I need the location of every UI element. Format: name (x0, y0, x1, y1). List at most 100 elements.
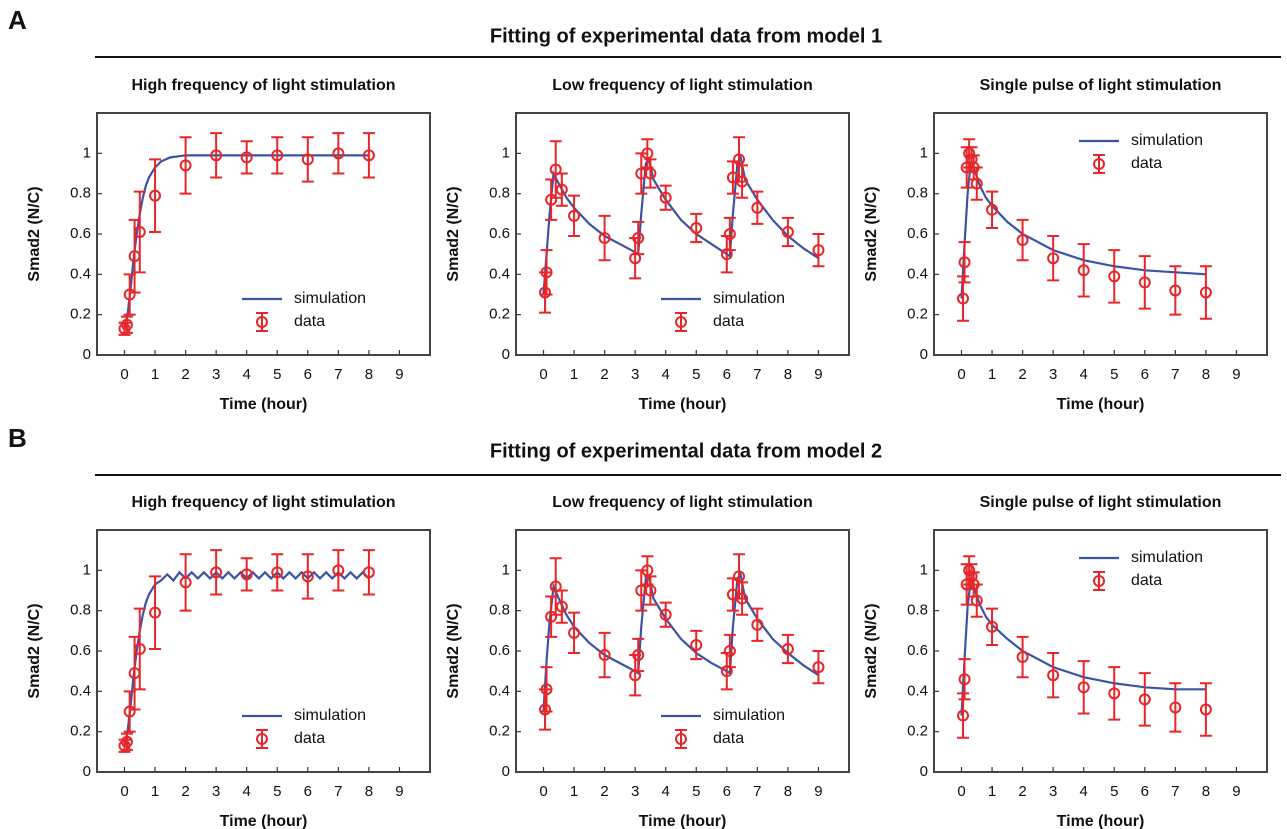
data-point (1199, 703, 1212, 716)
data-point (733, 153, 746, 166)
x-tick-label: 8 (365, 366, 373, 383)
data-point (1047, 669, 1060, 682)
x-axis-label: Time (hour) (639, 396, 727, 413)
error-bar (781, 216, 794, 248)
x-tick-label: 3 (631, 783, 639, 800)
y-axis-label: Smad2 (N/C) (26, 603, 43, 698)
y-tick-label: 0.2 (907, 723, 928, 740)
error-bar (1199, 682, 1212, 737)
y-tick-label: 0.2 (70, 723, 91, 740)
x-tick-label: 4 (1080, 366, 1088, 383)
data-point (1169, 701, 1182, 714)
y-tick-label: 1 (502, 144, 510, 161)
y-tick-label: 0.4 (70, 265, 91, 282)
y-axis-label: Smad2 (N/C) (445, 186, 462, 281)
error-bar (1077, 660, 1090, 715)
legend-symbol (1093, 575, 1105, 587)
legend-symbol (256, 733, 268, 745)
simulation-line (123, 570, 370, 747)
x-tick-label: 7 (753, 366, 761, 383)
data-point (540, 683, 553, 696)
plot-frame (515, 112, 850, 356)
data-point (540, 266, 553, 279)
x-tick-label: 9 (1232, 366, 1240, 383)
x-tick-label: 9 (395, 366, 403, 383)
error-bar (986, 190, 999, 229)
y-tick-label: 1 (502, 561, 510, 578)
data-point (1138, 276, 1151, 289)
data-point (301, 570, 314, 583)
y-tick-label: 0 (920, 763, 928, 780)
error-bar (332, 132, 345, 175)
x-tick-label: 4 (243, 783, 251, 800)
x-tick-label: 9 (1232, 783, 1240, 800)
panel-label: A (8, 5, 27, 35)
data-point (555, 600, 568, 613)
error-bar (568, 611, 581, 655)
x-tick-label: 5 (692, 366, 700, 383)
data-point (723, 228, 736, 240)
error-bar (812, 233, 825, 268)
data-point (644, 584, 657, 597)
simulation-line (542, 571, 820, 712)
error-bar (659, 601, 672, 628)
error-bar (240, 140, 253, 175)
y-axis-label: Smad2 (N/C) (863, 603, 880, 698)
data-point (210, 566, 223, 579)
simulation-line (960, 160, 1206, 299)
error-bar (635, 569, 648, 612)
error-bar (549, 140, 562, 199)
error-bar (970, 583, 983, 618)
chart-title: High frequency of light stimulation (132, 494, 396, 511)
error-bar (970, 166, 983, 201)
data-point (723, 645, 736, 657)
error-bar (133, 607, 146, 691)
data-point (120, 735, 133, 748)
data-point (641, 147, 654, 160)
legend-label: data (1131, 155, 1162, 172)
x-tick-label: 2 (600, 783, 608, 800)
x-tick-label: 4 (662, 366, 670, 383)
error-bar (555, 589, 568, 624)
y-tick-label: 0.8 (907, 602, 928, 619)
error-bar (1199, 265, 1212, 320)
data-point (1199, 286, 1212, 299)
data-point (539, 703, 552, 716)
x-tick-label: 7 (334, 366, 342, 383)
y-tick-label: 1 (920, 144, 928, 161)
x-tick-label: 8 (784, 783, 792, 800)
y-axis-label: Smad2 (N/C) (863, 186, 880, 281)
data-point (641, 564, 654, 577)
simulation-line (542, 154, 820, 295)
data-point (210, 149, 223, 162)
error-bar (1138, 672, 1151, 727)
error-bar (555, 172, 568, 207)
x-tick-label: 1 (570, 366, 578, 383)
error-bar (301, 553, 314, 600)
legend-label: data (1131, 572, 1162, 589)
y-tick-label: 0.2 (70, 306, 91, 323)
x-tick-label: 8 (1202, 366, 1210, 383)
data-point (986, 203, 999, 216)
y-tick-label: 0.8 (489, 602, 510, 619)
error-bar (179, 136, 192, 195)
legend-symbol (675, 316, 687, 328)
chart-title: Single pulse of light stimulation (980, 77, 1222, 94)
x-tick-label: 4 (243, 366, 251, 383)
x-tick-label: 2 (600, 366, 608, 383)
y-tick-label: 0.6 (489, 642, 510, 659)
legend-label: simulation (713, 707, 785, 724)
data-point (362, 149, 375, 162)
data-point (149, 189, 162, 202)
x-axis-label: Time (hour) (220, 813, 308, 829)
error-bar (690, 629, 703, 661)
x-axis-label: Time (hour) (220, 396, 308, 413)
x-tick-label: 4 (662, 783, 670, 800)
data-point (781, 225, 794, 238)
data-point (958, 673, 971, 686)
error-bar (210, 549, 223, 596)
plot-frame (933, 112, 1268, 356)
data-point (549, 163, 562, 176)
error-bar (957, 692, 970, 739)
x-tick-label: 5 (692, 783, 700, 800)
